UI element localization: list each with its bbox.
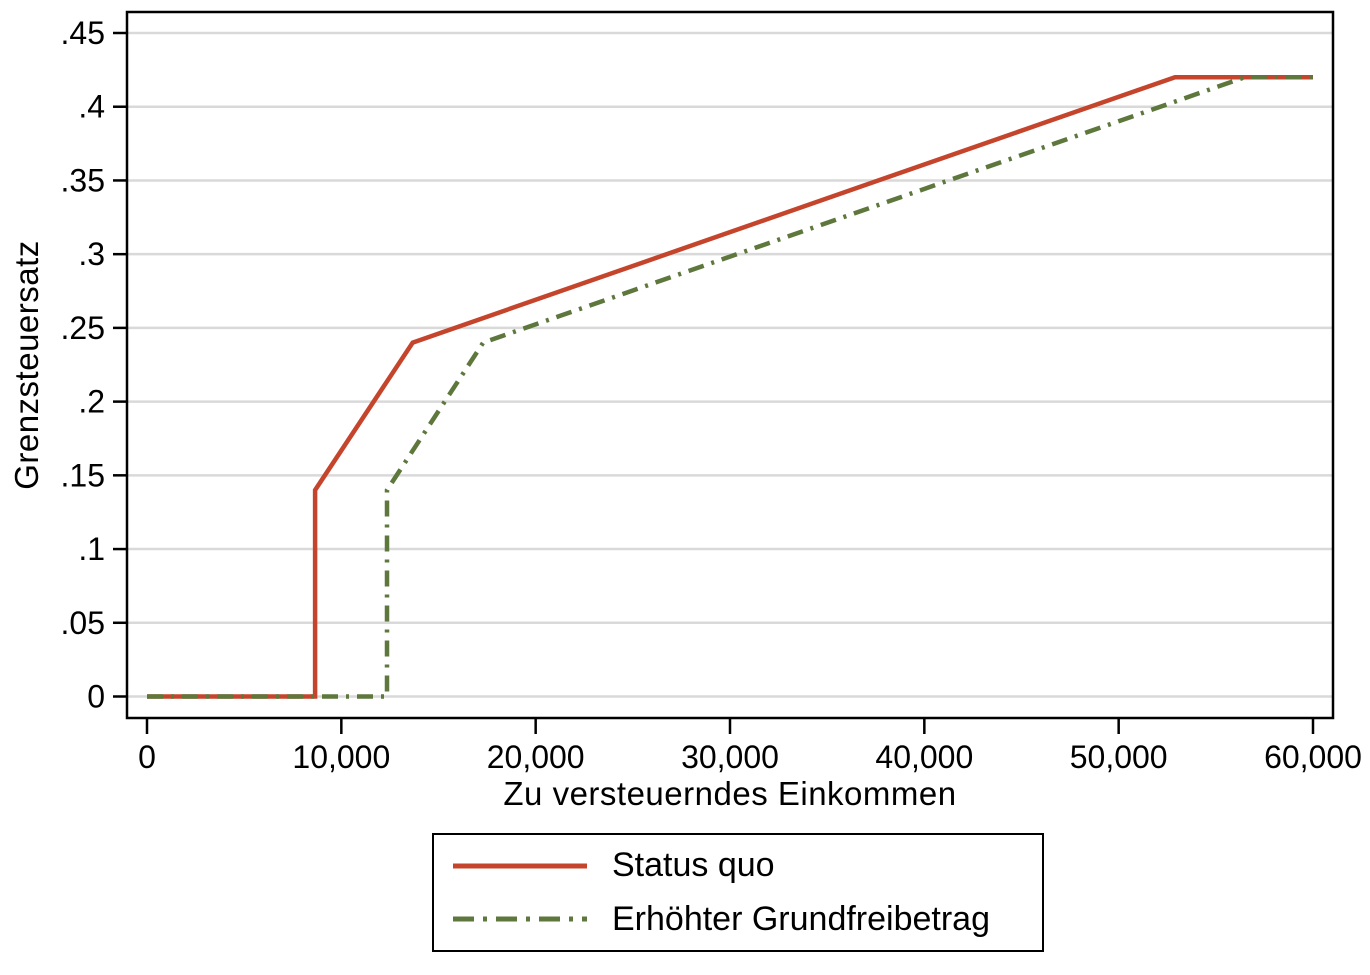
x-tick-label: 0 <box>138 739 156 775</box>
x-tick-label: 20,000 <box>487 739 585 775</box>
y-tick-label: .35 <box>61 162 105 198</box>
legend-label-status-quo: Status quo <box>612 846 775 885</box>
series-line-erhoehter-grundfreibetrag <box>147 74 1313 699</box>
x-tick-label: 30,000 <box>681 739 779 775</box>
y-tick-label: .45 <box>61 15 105 51</box>
plot-frame <box>125 10 1335 720</box>
x-tick-label: 50,000 <box>1070 739 1168 775</box>
y-tick-label: .1 <box>78 531 105 567</box>
y-tick-label: .05 <box>61 605 105 641</box>
legend-item-status-quo: Status quo <box>450 846 1042 885</box>
y-tick-label: .25 <box>61 310 105 346</box>
legend-line-solid-icon <box>453 863 587 869</box>
x-tick-label: 10,000 <box>292 739 390 775</box>
series-line-status-quo <box>147 74 1313 699</box>
legend: Status quo Erhöhter Grundfreibetrag <box>432 833 1044 952</box>
x-tick-label: 40,000 <box>875 739 973 775</box>
x-axis-title: Zu versteuerndes Einkommen <box>503 775 957 812</box>
x-tick-label: 60,000 <box>1264 739 1362 775</box>
y-tick-label: 0 <box>87 679 105 715</box>
y-tick-label: .4 <box>78 89 105 125</box>
y-tick-label: .3 <box>78 236 105 272</box>
legend-item-erhoehter-grundfreibetrag: Erhöhter Grundfreibetrag <box>450 899 1042 938</box>
y-tick-label: .15 <box>61 457 105 493</box>
y-axis-title: Grenzsteuersatz <box>8 240 45 490</box>
legend-label-erhoehter-grundfreibetrag: Erhöhter Grundfreibetrag <box>612 899 990 938</box>
y-tick-label: .2 <box>78 384 105 420</box>
legend-line-dashdot-icon <box>453 916 587 922</box>
